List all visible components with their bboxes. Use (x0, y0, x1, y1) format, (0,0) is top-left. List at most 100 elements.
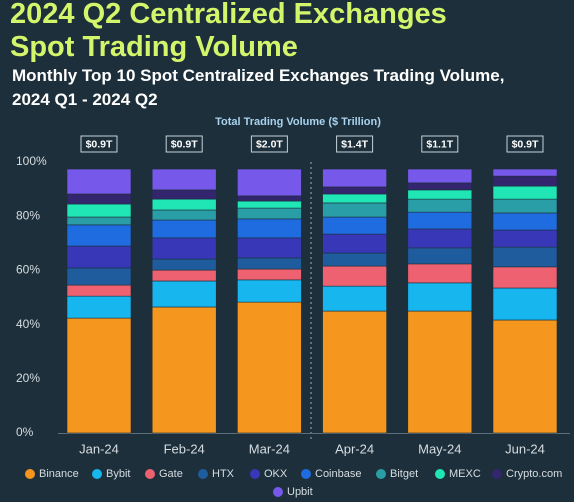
bar-segment (322, 216, 387, 235)
y-tick-label: 100% (16, 154, 47, 168)
y-tick-label: 60% (16, 263, 40, 277)
bar-segment (492, 229, 558, 248)
legend-marker (492, 469, 502, 479)
bar-segment (66, 168, 132, 195)
y-tick-label: 0% (16, 425, 34, 439)
bar-segment (151, 269, 217, 282)
bar-segment (322, 233, 387, 254)
bar-segment (237, 218, 302, 239)
bar-segment (322, 310, 387, 434)
bar-segment (66, 267, 132, 286)
x-tick-label: Apr-24 (335, 441, 374, 456)
legend-marker (376, 469, 386, 479)
total-box (421, 135, 459, 153)
bar-segment (237, 237, 302, 259)
bar-segment (407, 198, 473, 213)
bar-segment (492, 175, 558, 187)
bar-segment (407, 182, 473, 191)
x-tick-label: Feb-24 (164, 441, 205, 456)
bar-segment (151, 258, 217, 271)
bar-segment (492, 168, 558, 177)
legend-label: Bitget (390, 468, 418, 480)
bar-segment (66, 284, 132, 297)
bar-segment (66, 203, 132, 218)
bar-segment (237, 168, 302, 197)
bar-segment (66, 216, 132, 226)
legend-marker (273, 487, 283, 497)
legend-marker (198, 469, 208, 479)
bar-segment (322, 168, 387, 188)
legend-marker (250, 469, 260, 479)
bar-segment (322, 193, 387, 204)
x-tick-label: Jan-24 (79, 441, 119, 456)
bar-segment (151, 219, 217, 239)
bar-segment (151, 189, 217, 200)
bar-segment (407, 263, 473, 284)
y-tick-label: 40% (16, 317, 40, 331)
bar-segment (407, 211, 473, 230)
bar-segment (322, 285, 387, 312)
bar-segment (492, 266, 558, 289)
total-box (250, 135, 288, 153)
total-label: $0.9T (512, 138, 539, 150)
bar-segment (151, 280, 217, 308)
bar-segment (407, 168, 473, 184)
x-tick-label: Mar-24 (249, 441, 290, 456)
bar-segment (237, 207, 302, 220)
bar-segment (322, 252, 387, 267)
bar-segment (237, 268, 302, 281)
bar-segment (66, 224, 132, 247)
bar-segment (322, 202, 387, 218)
total-label: $2.0T (256, 138, 283, 150)
bar-segment (492, 319, 558, 434)
legend-label: MEXC (449, 468, 481, 480)
bar-segment (237, 279, 302, 303)
bar-segment (66, 193, 132, 205)
legend-marker (301, 469, 311, 479)
total-box (506, 135, 544, 153)
bar-segment (66, 245, 132, 269)
bar-segment (151, 237, 217, 260)
total-label: $1.4T (341, 138, 368, 150)
bar-segment (492, 287, 558, 321)
legend-label: HTX (212, 468, 235, 480)
bar-segment (492, 198, 558, 214)
legend-label: Coinbase (315, 468, 361, 480)
x-tick-label: Jun-24 (505, 441, 545, 456)
total-box (80, 135, 118, 153)
chart-subtitle: Monthly Top 10 Spot Centralized Exchange… (12, 66, 505, 109)
legend-label: Crypto.com (506, 468, 562, 480)
legend-label: Upbit (287, 486, 313, 498)
bar-segment (407, 310, 473, 434)
bar-segment (66, 317, 132, 434)
bar-segment (237, 200, 302, 209)
legend-marker (435, 469, 445, 479)
bar-segment (237, 301, 302, 434)
bar-segment (237, 195, 302, 202)
legend-marker (25, 469, 35, 479)
total-label: $1.1T (426, 138, 453, 150)
bar-segment (322, 186, 387, 195)
bar-segment (151, 198, 217, 211)
bar-segment (492, 185, 558, 200)
legend-label: Binance (39, 468, 79, 480)
bar-segment (66, 295, 132, 319)
bar-segment (407, 189, 473, 200)
y-tick-label: 20% (16, 371, 40, 385)
legend-label: Bybit (106, 468, 130, 480)
bar-segment (151, 168, 217, 191)
total-box (336, 135, 374, 153)
y-tick-label: 80% (16, 208, 40, 222)
legend-marker (145, 469, 155, 479)
total-label: $0.9T (86, 138, 113, 150)
total-box (165, 135, 203, 153)
bar-segment (237, 257, 302, 270)
annotation: Total Trading Volume ($ Trillion) (215, 116, 381, 128)
total-label: $0.9T (171, 138, 198, 150)
bar-segment (151, 306, 217, 434)
bar-segment (407, 247, 473, 265)
bar-segment (151, 209, 217, 221)
legend-marker (92, 469, 102, 479)
